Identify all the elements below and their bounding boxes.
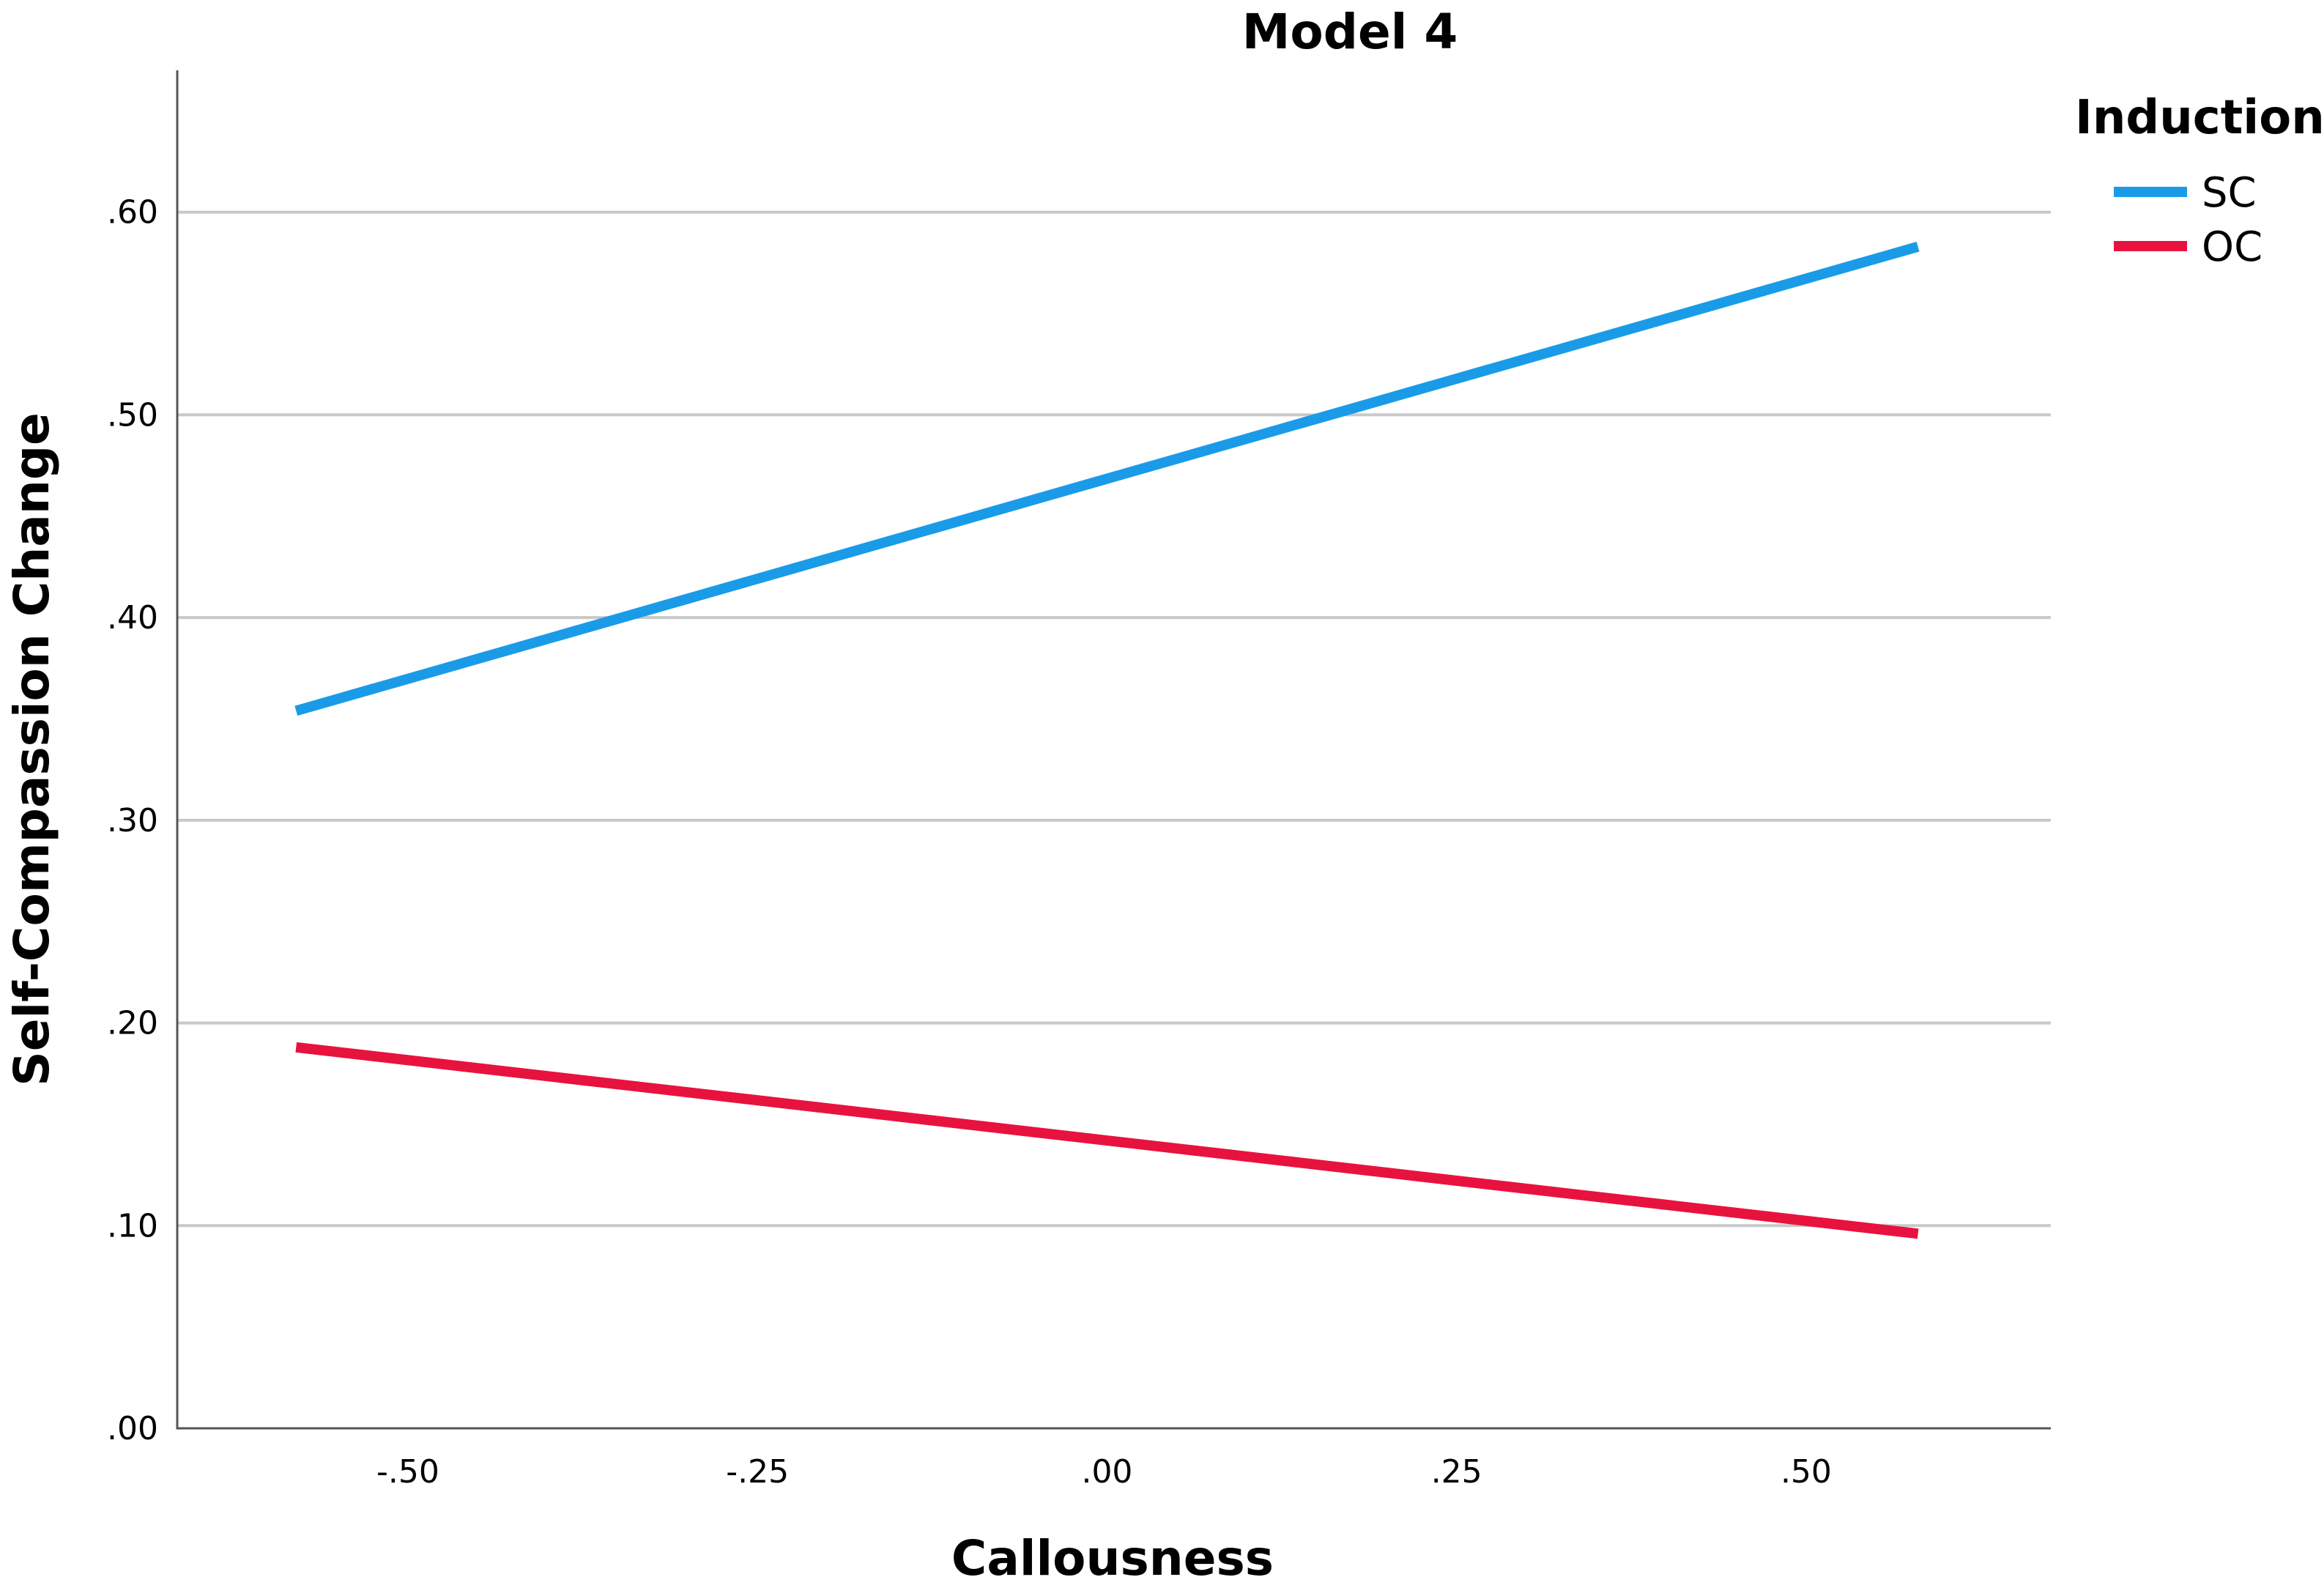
legend-title: Induction xyxy=(2075,91,2324,145)
y-axis-label: Self-Compassion Change xyxy=(4,412,60,1086)
x-axis-ticks: -.50 -.25 .00 .25 .50 xyxy=(376,1453,1832,1491)
y-tick-label: .50 xyxy=(107,396,158,434)
y-tick-label: .30 xyxy=(107,802,158,839)
legend-label-oc: OC xyxy=(2202,223,2262,271)
x-tick-label: -.50 xyxy=(376,1453,439,1491)
y-tick-label: .60 xyxy=(107,194,158,231)
chart-title: Model 4 xyxy=(1242,4,1458,60)
x-axis-label: Callousness xyxy=(951,1530,1274,1587)
legend-label-sc: SC xyxy=(2202,169,2257,217)
series-lines xyxy=(294,242,1920,1239)
y-tick-label: .20 xyxy=(107,1005,158,1042)
y-tick-label: .40 xyxy=(107,599,158,637)
x-tick-label: -.25 xyxy=(726,1453,789,1491)
y-tick-label: .00 xyxy=(107,1410,158,1447)
legend-items: SC OC xyxy=(2114,169,2262,271)
y-axis-ticks: .00 .10 .20 .30 .40 .50 .60 xyxy=(107,194,158,1447)
gridlines xyxy=(177,210,2051,1228)
x-tick-label: .50 xyxy=(1781,1453,1832,1491)
x-tick-label: .25 xyxy=(1431,1453,1482,1491)
series-line-oc xyxy=(295,1042,1919,1239)
x-tick-label: .00 xyxy=(1081,1453,1132,1491)
legend: Induction SC OC xyxy=(2075,91,2324,271)
series-line-sc xyxy=(294,242,1920,716)
y-tick-label: .10 xyxy=(107,1207,158,1244)
plot-axes xyxy=(176,70,2051,1430)
